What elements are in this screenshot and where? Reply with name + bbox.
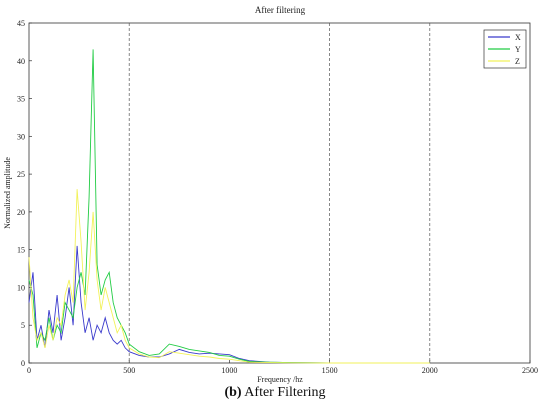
series-line-x <box>28 245 430 364</box>
caption-label: (b) <box>224 385 242 400</box>
grid <box>128 23 431 363</box>
chart-title: After filtering <box>255 5 306 15</box>
y-tick-label: 5 <box>21 321 25 330</box>
y-tick-label: 40 <box>17 57 25 66</box>
x-tick-label: 1500 <box>322 366 338 375</box>
y-tick-label: 20 <box>17 208 25 217</box>
plot-area <box>28 22 531 364</box>
legend-label: Z <box>515 57 520 66</box>
x-tick-label: 2500 <box>522 366 538 375</box>
x-tick-label: 500 <box>123 366 135 375</box>
legend: XYZ <box>483 29 527 69</box>
series-line-y <box>28 49 430 364</box>
y-tick-label: 15 <box>17 246 25 255</box>
x-tick-label: 0 <box>27 366 31 375</box>
figure-caption: (b) After Filtering <box>0 385 550 401</box>
x-tick-label: 1000 <box>221 366 237 375</box>
y-tick-label: 10 <box>17 283 25 292</box>
y-axis-label: Normalized amplitude <box>3 157 12 229</box>
y-tick-label: 25 <box>17 170 25 179</box>
y-tick-label: 30 <box>17 132 25 141</box>
x-tick-label: 2000 <box>422 366 438 375</box>
series-line-z <box>28 189 430 364</box>
legend-label: X <box>515 33 521 42</box>
series-lines <box>28 49 430 364</box>
ticks: 0 500 1000 1500 2000 2500 0 5 10 15 20 25 30 35 40 45 <box>17 19 538 375</box>
y-tick-label: 0 <box>21 359 25 368</box>
y-tick-label: 35 <box>17 95 25 104</box>
x-axis-label: Frequency /hz <box>257 375 303 384</box>
y-tick-label: 45 <box>17 19 25 28</box>
legend-label: Y <box>515 45 521 54</box>
caption-text: After Filtering <box>244 385 326 400</box>
